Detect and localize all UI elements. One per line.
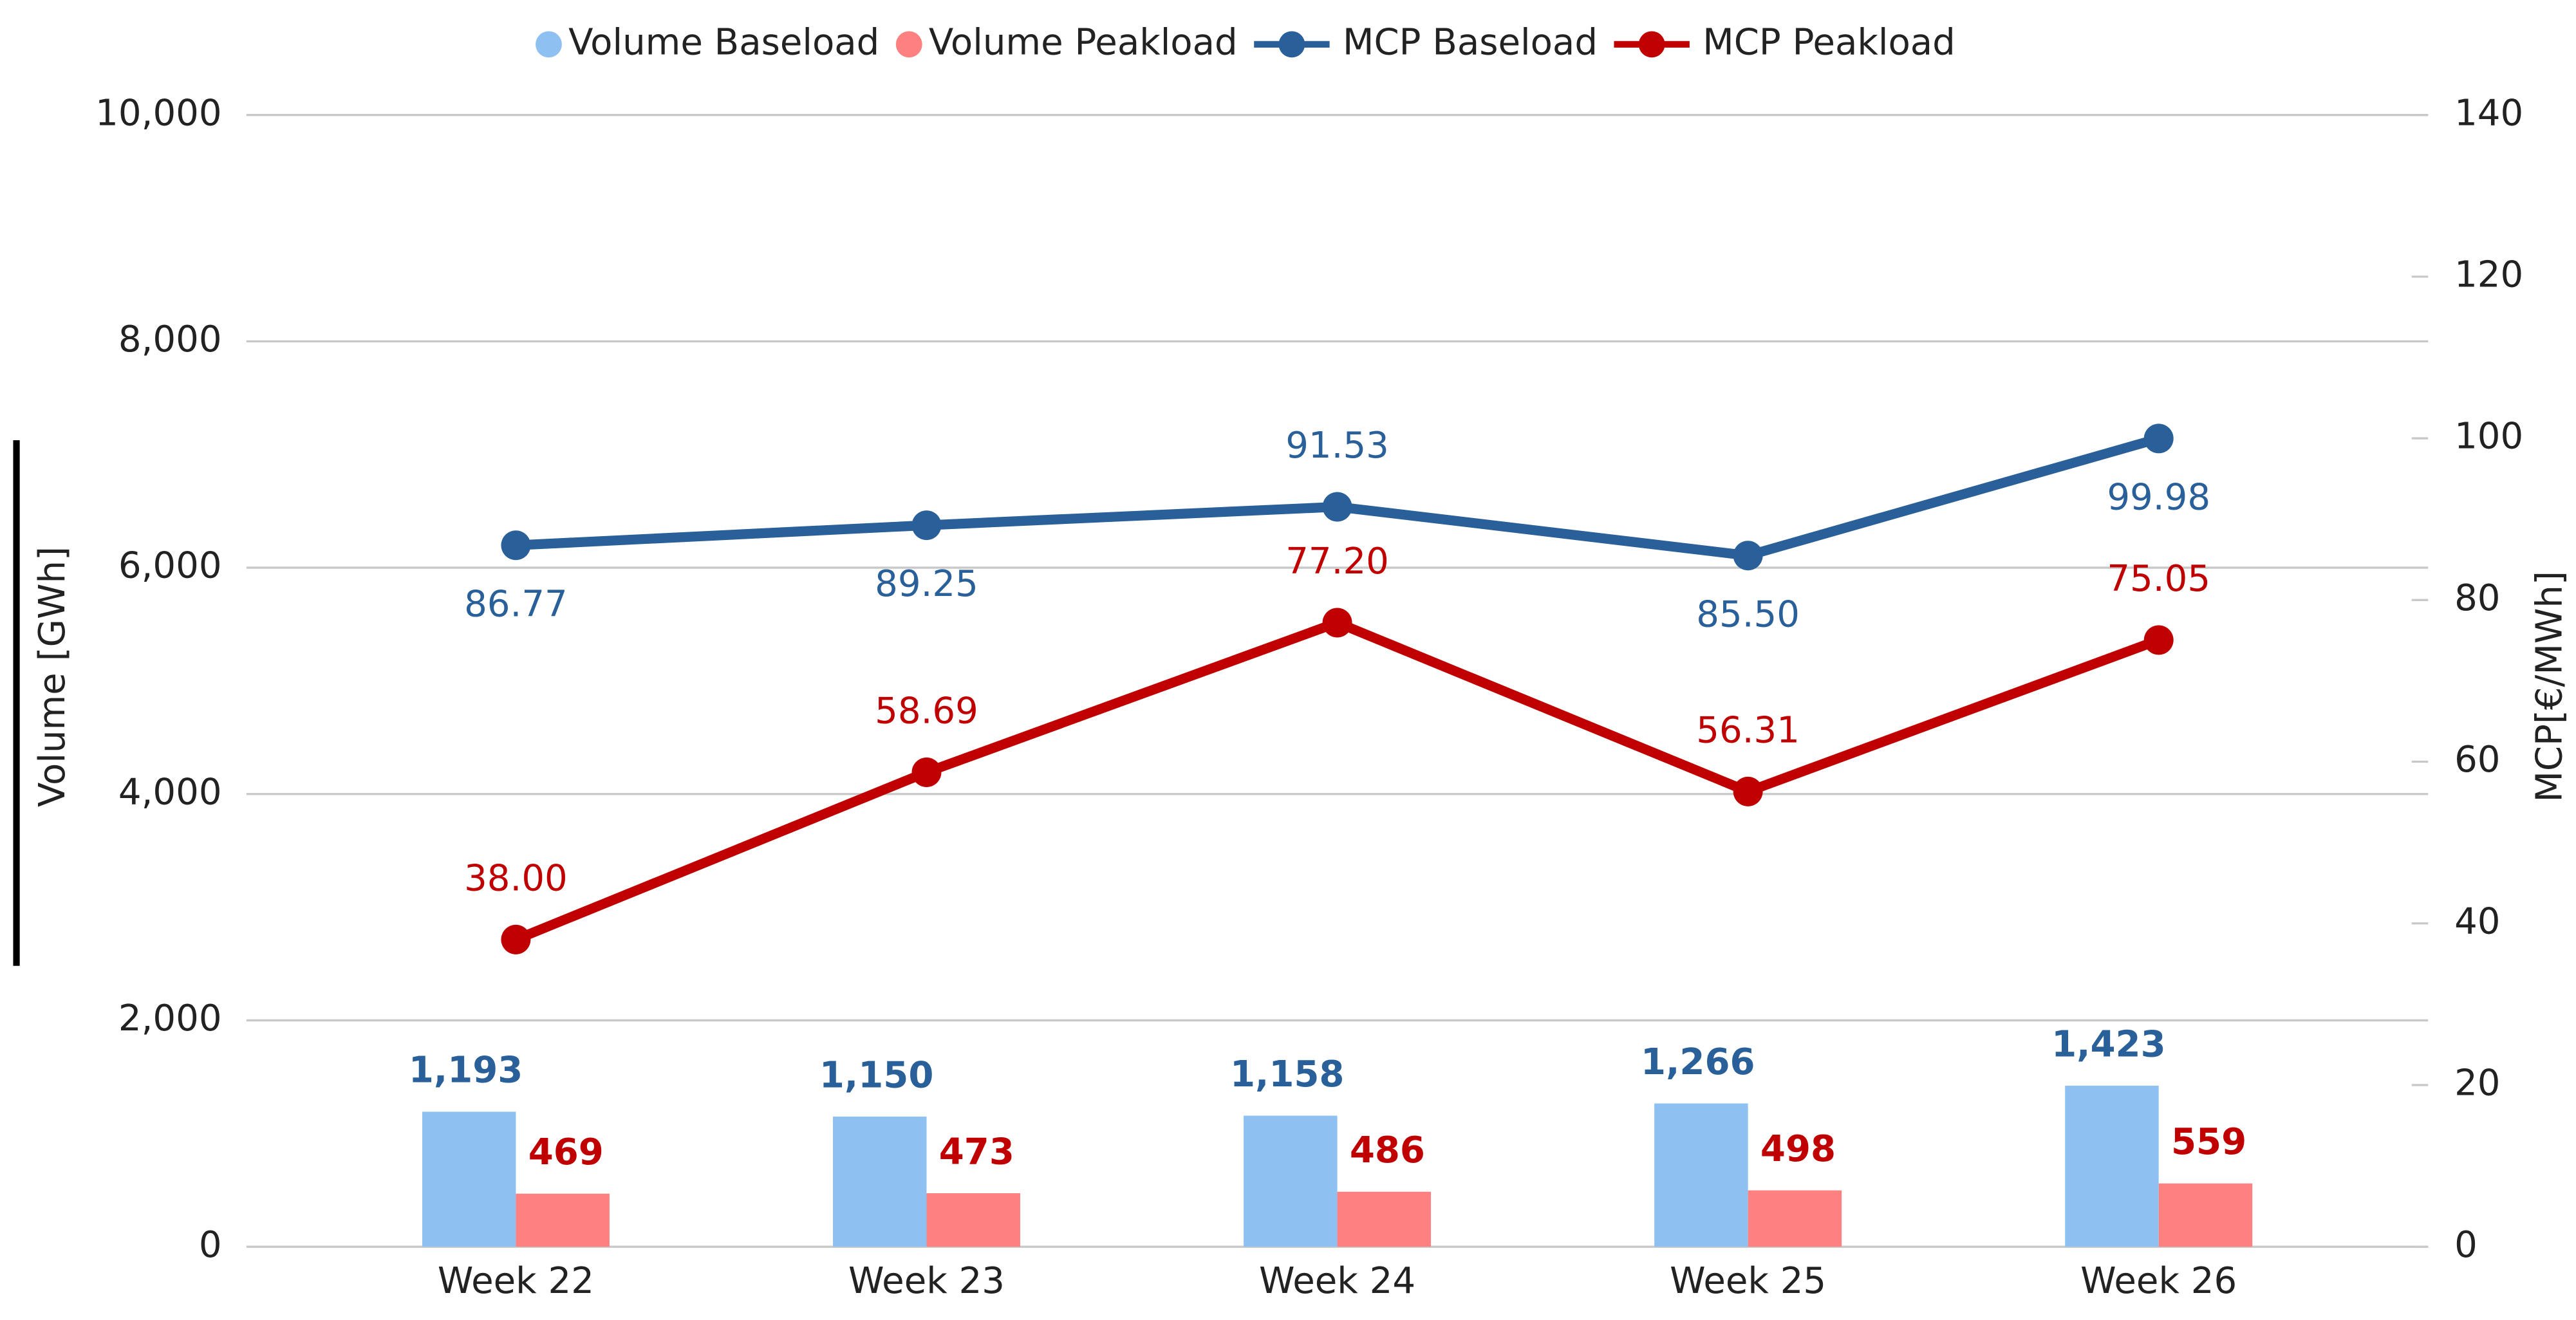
legend-label: Volume Peakload — [929, 22, 1238, 64]
line-value-label: 86.77 — [464, 583, 568, 625]
y-tick-label: 2,000 — [118, 998, 222, 1039]
bar — [2065, 1085, 2159, 1247]
x-tick-label: Week 24 — [1259, 1260, 1415, 1302]
legend-marker — [1638, 31, 1665, 58]
y-tick-label: 4,000 — [118, 771, 222, 813]
line-point — [1322, 608, 1352, 638]
bar — [926, 1193, 1020, 1247]
bar-value-label: 473 — [939, 1131, 1014, 1173]
legend-label: MCP Peakload — [1703, 22, 1955, 64]
bar-value-label: 559 — [2171, 1121, 2246, 1163]
line-value-label: 38.00 — [464, 858, 568, 900]
y-tick-label: 8,000 — [118, 319, 222, 360]
axis-accent — [13, 440, 20, 966]
y2-tick-label: 20 — [2454, 1063, 2500, 1104]
line-point — [2143, 625, 2174, 655]
legend-marker — [536, 31, 562, 58]
bar-value-label: 1,150 — [819, 1054, 934, 1096]
y-axis-label: Volume [GWh] — [32, 546, 73, 807]
line-point — [1733, 541, 1763, 571]
line-value-label: 75.05 — [2107, 558, 2210, 600]
bar — [833, 1116, 927, 1247]
x-tick-label: Week 25 — [1670, 1260, 1826, 1302]
line-point — [911, 510, 942, 541]
line-value-label: 91.53 — [1285, 425, 1389, 467]
y2-axis-label: MCP[€/MWh] — [2528, 571, 2570, 802]
bar — [1337, 1191, 1432, 1247]
y2-tick-label: 40 — [2454, 900, 2500, 942]
line-point — [1322, 492, 1352, 522]
line-value-label: 89.25 — [875, 563, 978, 605]
x-tick-label: Week 22 — [438, 1260, 594, 1302]
line-value-label: 85.50 — [1696, 593, 1800, 635]
legend-label: MCP Baseload — [1343, 22, 1598, 64]
legend-marker — [895, 31, 922, 58]
line-value-label: 58.69 — [875, 691, 978, 732]
bar — [1244, 1115, 1338, 1247]
line-point — [911, 758, 942, 787]
bar-value-label: 469 — [528, 1131, 604, 1173]
bar — [1748, 1190, 1842, 1247]
y2-tick-label: 120 — [2454, 254, 2523, 295]
line-point — [2143, 423, 2174, 454]
bar-value-label: 1,158 — [1230, 1054, 1345, 1095]
line-point — [1733, 776, 1763, 806]
bar — [422, 1111, 516, 1247]
bar — [1654, 1103, 1748, 1247]
y2-tick-label: 80 — [2454, 577, 2500, 619]
bar-value-label: 1,266 — [1641, 1041, 1755, 1083]
line — [514, 617, 2161, 944]
line-value-label: 56.31 — [1696, 710, 1800, 752]
bar — [2158, 1183, 2253, 1247]
y2-tick-label: 0 — [2454, 1224, 2478, 1266]
x-tick-label: Week 23 — [848, 1260, 1005, 1302]
y-tick-label: 0 — [199, 1224, 222, 1266]
bar-value-label: 498 — [1760, 1128, 1836, 1170]
y-tick-label: 6,000 — [118, 545, 222, 587]
bar-value-label: 1,193 — [409, 1050, 523, 1092]
line-value-label: 99.98 — [2107, 476, 2210, 518]
y-tick-label: 10,000 — [95, 92, 221, 134]
bar-value-label: 486 — [1350, 1129, 1425, 1171]
y2-tick-label: 100 — [2454, 416, 2523, 458]
legend-marker — [1278, 31, 1305, 58]
line-value-label: 77.20 — [1285, 541, 1389, 582]
x-tick-label: Week 26 — [2080, 1260, 2237, 1302]
legend-label: Volume Baseload — [568, 22, 879, 64]
bar-value-label: 1,423 — [2051, 1023, 2166, 1065]
line-point — [501, 530, 531, 561]
y2-tick-label: 60 — [2454, 739, 2500, 781]
bar — [516, 1193, 610, 1247]
line-point — [501, 924, 531, 954]
y2-tick-label: 140 — [2454, 92, 2523, 134]
